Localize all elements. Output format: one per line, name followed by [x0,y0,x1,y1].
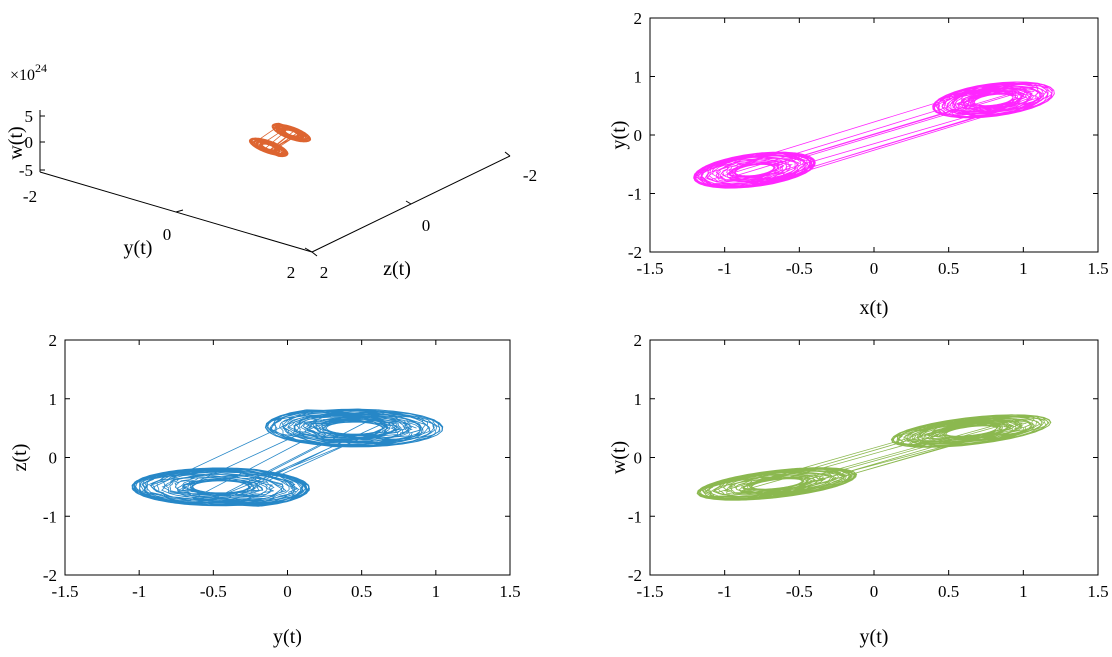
y-tick-label: 2 [634,331,643,350]
x-tick-label: -1.5 [637,259,664,278]
panel-3d-yzw: 5 0 -5 w(t) ×1024 -2 0 2 y(t) 2 0 -2 z(t… [5,61,537,282]
plot-box [64,339,511,576]
x-tick-label: 0.5 [351,582,372,601]
y-tick-label: 0 [634,126,643,145]
z-exponent: ×1024 [10,61,47,84]
x-tick-label: -0.5 [786,582,813,601]
zt-tick-label: 0 [422,216,431,235]
x-tick-label: -0.5 [200,582,227,601]
x-tick-label: 1 [1019,582,1028,601]
y-tick-label: 1 [634,390,643,409]
zt-tick-label: -2 [523,166,537,185]
panel-yz: -1.5 -1 -0.5 0 0.5 1 1.5 -2 -1 0 1 2 y(t) z(t) [9,331,521,648]
y-tick-label: -2 [628,243,642,262]
panel-xy: -1.5 -1 -0.5 0 0.5 1 1.5 -2 -1 0 1 2 x(t) y(t) [608,9,1109,319]
y-tick-label: 0 [49,449,58,468]
plot-box [649,339,1099,576]
zt-tick [405,200,412,205]
panel-yw: -1.5 -1 -0.5 0 0.5 1 1.5 -2 -1 0 1 2 y(t) w(t) [608,331,1109,648]
y-tick-label: 1 [634,68,643,87]
zt-tick-label: 2 [320,263,329,282]
y-tick-label: -2 [23,187,37,206]
z-tick-label: 0 [25,133,34,152]
x-tick-label: -1 [718,259,732,278]
x-tick-label: 0.5 [938,582,959,601]
y-tick-label: 2 [287,263,296,282]
x-tick-label: 1 [432,582,441,601]
z-axis-label: w(t) [5,126,27,159]
plot-box [649,17,1099,253]
x-tick-label: 0 [283,582,292,601]
x-tick-label: 0 [870,259,879,278]
z-tick-label: 5 [25,107,34,126]
y-tick-label: 1 [49,390,58,409]
y-tick [175,209,184,213]
x-axis-label: y(t) [860,626,889,648]
y-tick-label: -1 [628,507,642,526]
zt-tick [311,251,318,257]
x-tick-label: -1.5 [52,582,79,601]
y-tick-label: 2 [49,331,58,350]
x-tick-label: 1.5 [499,582,520,601]
y-tick [304,247,313,253]
x-tick-label: 0 [870,582,879,601]
trajectory-line [693,81,1055,189]
y-axis-label-3d: y(t) [124,237,153,259]
x-tick-label: -1 [718,582,732,601]
y-tick-label: -2 [628,566,642,585]
x-tick-label: -1.5 [637,582,664,601]
zt-tick [504,151,511,157]
y-tick-label: 0 [634,449,643,468]
y-axis-label: w(t) [608,441,630,474]
x-tick-label: -1 [132,582,146,601]
y-tick-label: 2 [634,9,643,28]
x-tick-label: -0.5 [786,259,813,278]
x-axis-label: x(t) [860,297,889,319]
y-tick-label: 0 [163,225,172,244]
trajectory-3d [248,122,312,158]
y-tick-label: -1 [628,185,642,204]
x-tick-label: 1.5 [1087,582,1108,601]
x-tick-label: 0.5 [938,259,959,278]
z-axis-label-3d: z(t) [383,258,411,280]
z-tick-label: -5 [19,161,33,180]
x-axis-label: y(t) [273,626,302,648]
y-tick-label: -2 [43,566,57,585]
trajectory-line [248,122,312,158]
y-axis-label: y(t) [608,121,630,150]
trajectory-line [696,414,1052,501]
trajectory-line [131,408,444,507]
x-tick-label: 1 [1019,259,1028,278]
y-axis-label: z(t) [9,444,31,472]
y-tick-label: -1 [43,507,57,526]
x-tick-label: 1.5 [1087,259,1108,278]
